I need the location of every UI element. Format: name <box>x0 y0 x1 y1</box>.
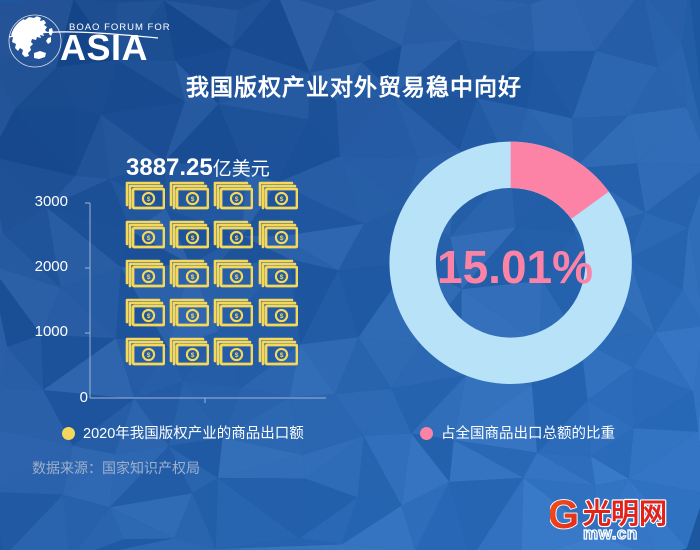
svg-text:mw.cn: mw.cn <box>583 524 638 542</box>
svg-text:G: G <box>550 493 579 537</box>
